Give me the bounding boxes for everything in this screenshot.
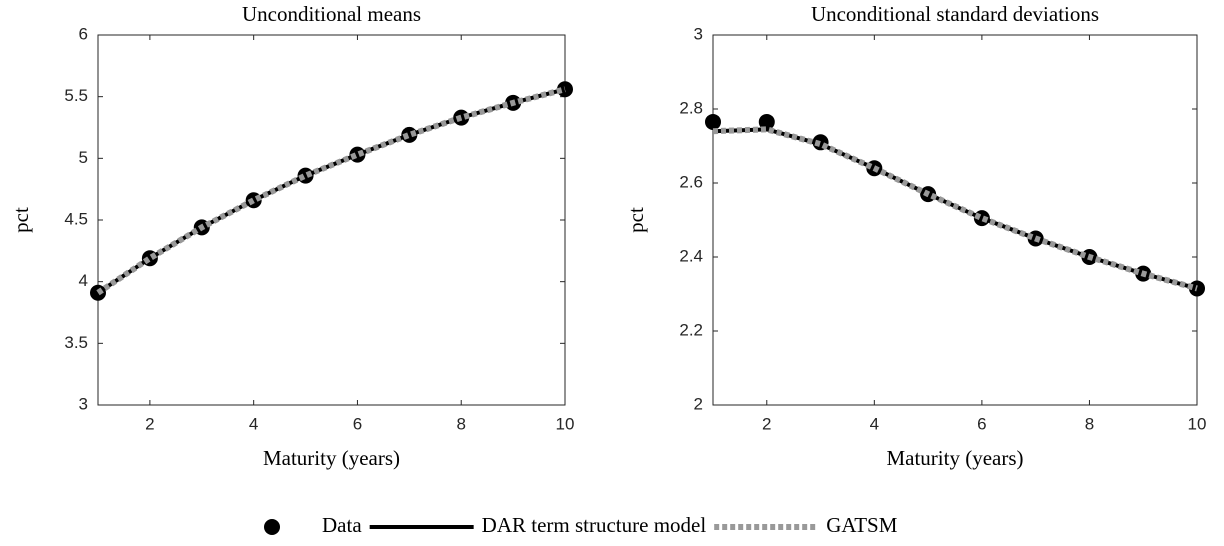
y-tick-label: 5 [79,148,88,167]
plot-frame [97,34,566,406]
x-axis-label: Maturity (years) [263,446,400,470]
x-tick-label: 2 [145,414,154,433]
x-axis-label: Maturity (years) [886,446,1023,470]
y-axis-label: pct [9,207,33,233]
y-tick-label: 6 [79,24,88,43]
x-tick-label: 10 [556,414,575,433]
x-tick-label: 8 [456,414,465,433]
chart-title: Unconditional means [242,2,421,26]
data-point [705,113,721,130]
x-tick-label: 4 [249,414,258,433]
chart-title: Unconditional standard deviations [811,2,1099,26]
x-tick-label: 10 [1188,414,1207,433]
y-tick-label: 2.8 [679,98,703,117]
data-point [758,113,775,130]
y-tick-label: 4 [79,271,88,290]
y-axis-label: pct [624,207,648,233]
legend-label: Data [322,513,362,537]
y-tick-label: 3 [79,394,88,413]
legend-label: DAR term structure model [482,513,707,537]
legend-marker [264,519,280,535]
y-tick-label: 2 [694,394,703,413]
x-tick-label: 6 [977,414,986,433]
x-tick-label: 6 [353,414,362,433]
x-tick-label: 4 [870,414,879,433]
y-tick-label: 3.5 [64,333,88,352]
x-tick-label: 8 [1085,414,1094,433]
series-line [712,126,1198,292]
y-tick-label: 4.5 [64,209,88,228]
series-line [96,86,566,296]
y-tick-label: 2.6 [679,172,703,191]
y-tick-label: 2.4 [679,246,703,265]
y-tick-label: 5.5 [64,86,88,105]
legend-label: GATSM [826,513,898,537]
y-tick-label: 3 [694,24,703,43]
plot-frame [712,34,1198,406]
x-tick-label: 2 [762,414,771,433]
y-tick-label: 2.2 [679,320,703,339]
